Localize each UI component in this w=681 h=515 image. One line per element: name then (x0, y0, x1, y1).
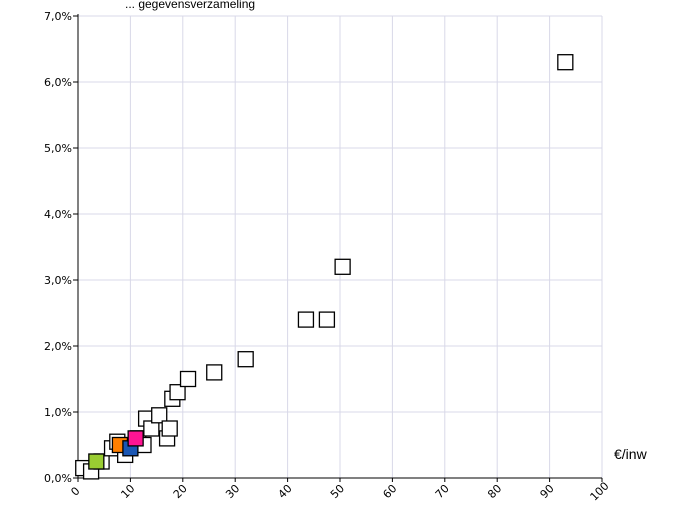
x-tick-label: 60 (380, 482, 399, 501)
x-tick-label: 30 (223, 482, 242, 501)
data-point (237, 351, 254, 368)
x-tick-label: 50 (328, 482, 347, 501)
data-point (161, 420, 178, 437)
data-point (557, 54, 574, 71)
y-tick-label: 2,0% (44, 340, 72, 353)
y-tick-label: 4,0% (44, 208, 72, 221)
x-tick-label: 70 (433, 482, 452, 501)
y-tick-label: 0,0% (44, 472, 72, 485)
data-point (334, 258, 351, 275)
x-tick-label: 90 (538, 482, 557, 501)
data-point (88, 453, 105, 470)
x-tick-label: 100 (588, 480, 612, 504)
data-point (169, 384, 186, 401)
y-tick-label: 5,0% (44, 142, 72, 155)
x-tick-label: 0 (68, 484, 82, 498)
data-point (179, 370, 197, 388)
header-partial-text: ... gegevensverzameling (125, 0, 255, 11)
x-tick-label: 20 (171, 482, 190, 501)
x-tick-label: 40 (276, 482, 295, 501)
x-axis-unit-label: €/inw (614, 446, 648, 462)
data-point (151, 407, 168, 424)
y-axis-ticks: 0,0% 1,0% 2,0% 3,0% 4,0% 5,0% 6,0% 7,0% (44, 10, 78, 485)
y-tick-label: 6,0% (44, 76, 72, 89)
data-point (127, 430, 144, 447)
data-point (318, 311, 336, 328)
x-tick-label: 10 (118, 482, 137, 501)
y-tick-label: 1,0% (44, 406, 72, 419)
y-tick-label: 7,0% (44, 10, 72, 23)
data-point (297, 311, 315, 328)
x-tick-label: 80 (485, 482, 504, 501)
data-points (75, 54, 574, 480)
data-point (206, 364, 223, 381)
x-axis-ticks: 0 10 20 30 40 50 60 70 80 90 100 (68, 478, 612, 504)
y-tick-label: 3,0% (44, 274, 72, 287)
